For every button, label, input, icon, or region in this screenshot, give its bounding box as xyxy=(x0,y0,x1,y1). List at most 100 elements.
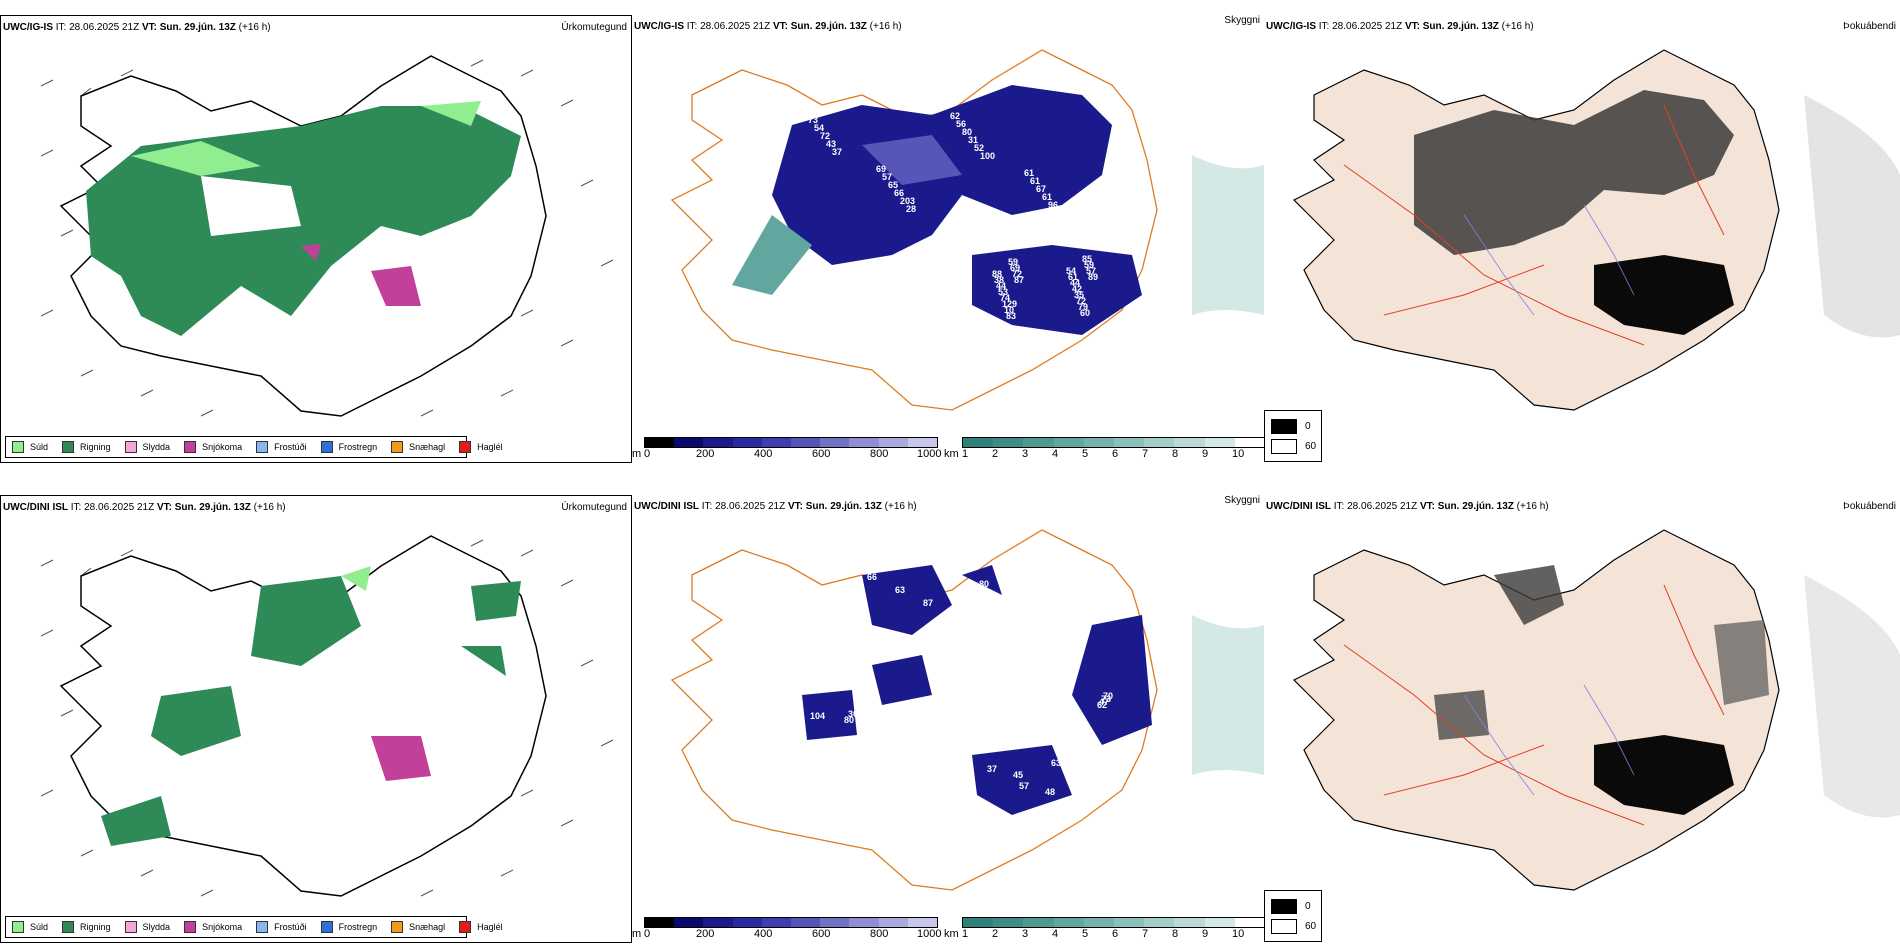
fog-high-swatch xyxy=(1271,899,1297,914)
cloud-height-label: 54 xyxy=(1066,266,1076,276)
legend-item: Frostúði xyxy=(256,441,307,453)
panel-header: UWC/IG-IS IT: 28.06.2025 21Z VT: Sun. 29… xyxy=(3,22,271,33)
cloud-height-label: 89 xyxy=(1088,272,1098,282)
cloud-height-label: 54 xyxy=(814,123,824,133)
legend-item: Snjókoma xyxy=(184,921,242,933)
panel-title: Skyggni xyxy=(1224,495,1260,506)
cloud-height-label: 57 xyxy=(1086,266,1096,276)
panel-title: Skyggni xyxy=(1224,15,1260,26)
cloud-height-label: 69 xyxy=(876,164,886,174)
cloud-height-label: 57 xyxy=(1019,781,1029,791)
legend-item: Frostúði xyxy=(256,921,307,933)
cloud-map-row1: 6587698962726157736957595659618554836560… xyxy=(670,49,1264,411)
precip-map-row1 xyxy=(40,55,614,417)
cloud-height-label: 80 xyxy=(962,127,972,137)
cloud-height-label: 85 xyxy=(1082,254,1092,264)
cloud-height-label: 55 xyxy=(882,713,892,723)
cloud-height-label: 62 xyxy=(1097,700,1107,710)
panel-header: UWC/DINI ISL IT: 28.06.2025 21Z VT: Sun.… xyxy=(634,501,917,512)
cloud-height-label: 67 xyxy=(1036,184,1046,194)
legend-item: Snæhagl xyxy=(391,441,445,453)
cloud-height-label: 80 xyxy=(844,715,854,725)
cloud-height-label: 59 xyxy=(1084,260,1094,270)
cloud-height-label: 100 xyxy=(980,151,995,161)
legend-item: Rigning xyxy=(62,921,111,933)
cloud-height-label: 60 xyxy=(1080,308,1090,318)
cloud-height-label: 31 xyxy=(968,135,978,145)
cloud-height-label: 43 xyxy=(826,139,836,149)
cloud-height-label: 58 xyxy=(886,707,896,717)
cloud-height-label: 74 xyxy=(1000,293,1010,303)
cloud-height-label: 129 xyxy=(1002,299,1017,309)
cloud-height-label: 52 xyxy=(974,143,984,153)
legend-item: Snæhagl xyxy=(391,921,445,933)
cloud-height-label: 38 xyxy=(994,275,1004,285)
cloud-height-label: 63 xyxy=(1051,758,1061,768)
cloud-height-label: 73 xyxy=(1101,694,1111,704)
cloud-panel-row1: 65 87 69 89 62 72 61 57 73 69 57 59 56 59 61 85 54 83 65 60… xyxy=(632,15,1264,463)
cloud-height-label: 72 xyxy=(1012,269,1022,279)
cloud-height-label: 66 xyxy=(894,188,904,198)
cloud-height-label: 80 xyxy=(979,579,989,589)
fog-map-row2 xyxy=(1292,529,1900,891)
panel-title: Þokuábendi xyxy=(1843,21,1896,32)
fog-map-row1 xyxy=(1292,49,1900,411)
panel-title: Úrkomutegund xyxy=(561,502,627,513)
cloud-height-label: 65 xyxy=(888,180,898,190)
cloud-height-label: 35 xyxy=(1074,290,1084,300)
precip-legend: Súld Rigning Slydda Snjókoma Frostúði Fr… xyxy=(5,436,503,458)
legend-item: Slydda xyxy=(124,441,170,453)
cloud-height-label: 70 xyxy=(1103,691,1113,701)
cloud-height-label: 79 xyxy=(1078,302,1088,312)
legend-item: Snjókoma xyxy=(184,441,242,453)
cloud-height-label: 28 xyxy=(906,204,916,214)
cloud-height-label: 48 xyxy=(1045,787,1055,797)
cloud-height-label: 61 xyxy=(1024,168,1034,178)
cloud-height-label: 203 xyxy=(900,196,915,206)
cloud-height-label: 72 xyxy=(1076,296,1086,306)
cloud-height-label: 62 xyxy=(950,111,960,121)
visibility-colorbar: km 1 2 3 4 5 6 7 8 9 10 xyxy=(944,917,1264,943)
fog-panel-row2: UWC/DINI ISL IT: 28.06.2025 21Z VT: Sun.… xyxy=(1264,495,1900,943)
cloud-height-label: 96 xyxy=(1048,200,1058,210)
legend-item: Rigning xyxy=(62,441,111,453)
cloud-height-label: 66 xyxy=(867,572,877,582)
cloud-height-label: 63 xyxy=(895,585,905,595)
panel-title: Úrkomutegund xyxy=(561,22,627,33)
height-colorbar: m 0 200 400 600 800 1000 xyxy=(632,917,942,943)
panel-header: UWC/IG-IS IT: 28.06.2025 21Z VT: Sun. 29… xyxy=(1266,21,1534,32)
cloud-height-label: 59 xyxy=(1008,257,1018,267)
cloud-height-label: 44 xyxy=(996,281,1006,291)
fog-panel-row1: UWC/IG-IS IT: 28.06.2025 21Z VT: Sun. 29… xyxy=(1264,15,1900,463)
panel-header: UWC/DINI ISL IT: 28.06.2025 21Z VT: Sun.… xyxy=(3,502,286,513)
cloud-height-label: 44 xyxy=(1070,278,1080,288)
panel-header: UWC/IG-IS IT: 28.06.2025 21Z VT: Sun. 29… xyxy=(634,21,902,32)
cloud-height-label: 53 xyxy=(998,287,1008,297)
cloud-height-label: 30 xyxy=(848,709,858,719)
cloud-panel-row2: 66 80 63 70 63 55 57 73 87 104 37 47 42 30 48 62 80 58 45 … xyxy=(632,495,1264,943)
precip-panel-row2: UWC/DINI ISL IT: 28.06.2025 21Z VT: Sun.… xyxy=(0,495,632,943)
cloud-labels-row1: 6587698962726157736957595659618554836560… xyxy=(802,107,1098,321)
fog-low-swatch xyxy=(1271,919,1297,934)
panel-header: UWC/DINI ISL IT: 28.06.2025 21Z VT: Sun.… xyxy=(1266,501,1549,512)
cloud-labels-row2: 66 80 63 70 63 55 57 73 87 104 37 47 42 30 48 62 80 58 45 xyxy=(810,572,1113,797)
cloud-height-label: 37 xyxy=(987,764,997,774)
cloud-height-label: 61 xyxy=(1068,272,1078,282)
legend-item: Súld xyxy=(12,441,48,453)
fog-high-swatch xyxy=(1271,419,1297,434)
legend-item: Haglél xyxy=(459,921,503,933)
cloud-height-label: 87 xyxy=(1014,275,1024,285)
cloud-height-label: 83 xyxy=(1006,311,1016,321)
cloud-height-label: 72 xyxy=(820,131,830,141)
fog-legend: 0 60 xyxy=(1264,890,1322,942)
cloud-height-label: 47 xyxy=(1099,697,1109,707)
cloud-height-label: 42 xyxy=(951,611,961,621)
precip-legend: Súld Rigning Slydda Snjókoma Frostúði Fr… xyxy=(5,916,503,938)
legend-item: Súld xyxy=(12,921,48,933)
height-colorbar: m 0 200 400 600 800 1000 xyxy=(632,437,942,463)
fog-legend: 0 60 xyxy=(1264,410,1322,462)
panel-title: Þokuábendi xyxy=(1843,501,1896,512)
cloud-height-label: 65 xyxy=(802,107,812,117)
cloud-height-label: 42 xyxy=(1072,284,1082,294)
cloud-height-label: 45 xyxy=(1013,770,1023,780)
